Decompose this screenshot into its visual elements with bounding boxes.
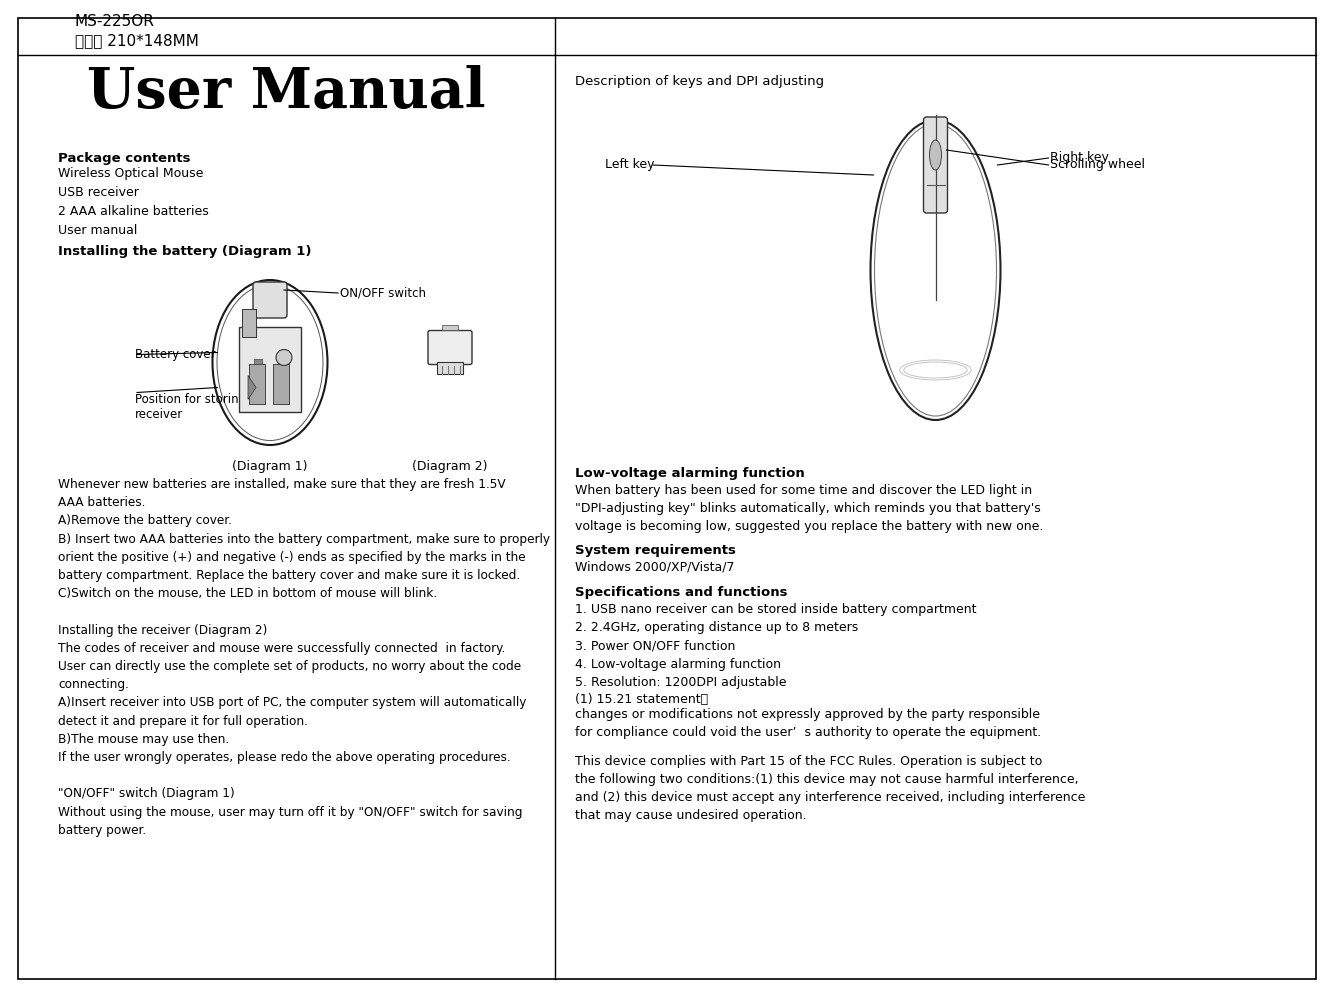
Bar	[249, 365, 265, 405]
Text: User Manual: User Manual	[87, 65, 486, 120]
Ellipse shape	[212, 280, 328, 445]
Text: Specifications and functions: Specifications and functions	[575, 586, 787, 599]
Text: When battery has been used for some time and discover the LED light in
"DPI-adju: When battery has been used for some time…	[575, 484, 1043, 533]
Text: Low-voltage alarming function: Low-voltage alarming function	[575, 467, 804, 480]
Text: Left key: Left key	[606, 159, 655, 171]
Text: Scrolling wheel: Scrolling wheel	[1050, 159, 1146, 171]
Bar	[273, 365, 289, 405]
Text: 1. USB nano receiver can be stored inside battery compartment
2. 2.4GHz, operati: 1. USB nano receiver can be stored insid…	[575, 603, 976, 689]
FancyBboxPatch shape	[428, 330, 472, 365]
Text: 尺寸： 210*148MM: 尺寸： 210*148MM	[75, 33, 199, 48]
Text: Right key: Right key	[1050, 152, 1110, 165]
Text: Description of keys and DPI adjusting: Description of keys and DPI adjusting	[575, 75, 824, 88]
Text: Installing the battery (Diagram 1): Installing the battery (Diagram 1)	[57, 245, 312, 258]
Bar	[253, 360, 261, 365]
FancyBboxPatch shape	[253, 282, 287, 318]
Text: ON/OFF switch: ON/OFF switch	[340, 286, 426, 299]
Text: This device complies with Part 15 of the FCC Rules. Operation is subject to
the : This device complies with Part 15 of the…	[575, 755, 1086, 822]
FancyBboxPatch shape	[923, 117, 947, 213]
Circle shape	[276, 350, 292, 366]
Text: System requirements: System requirements	[575, 544, 736, 557]
Text: Whenever new batteries are installed, make sure that they are fresh 1.5V
AAA bat: Whenever new batteries are installed, ma…	[57, 478, 550, 836]
Text: Windows 2000/XP/Vista/7: Windows 2000/XP/Vista/7	[575, 561, 735, 574]
Ellipse shape	[875, 124, 996, 416]
Bar	[438, 363, 463, 375]
Text: Battery cover: Battery cover	[135, 348, 216, 361]
Ellipse shape	[930, 140, 942, 170]
Text: MS-225OR: MS-225OR	[75, 14, 155, 29]
Text: changes or modifications not expressly approved by the party responsible
for com: changes or modifications not expressly a…	[575, 708, 1042, 739]
Text: Wireless Optical Mouse
USB receiver
2 AAA alkaline batteries
User manual: Wireless Optical Mouse USB receiver 2 AA…	[57, 167, 208, 237]
Polygon shape	[248, 376, 256, 400]
Text: (Diagram 2): (Diagram 2)	[412, 460, 488, 473]
Text: (Diagram 1): (Diagram 1)	[232, 460, 308, 473]
Bar	[241, 309, 256, 338]
Bar	[442, 325, 458, 330]
Ellipse shape	[217, 284, 323, 441]
Ellipse shape	[871, 120, 1000, 420]
Text: Position for storing
receiver: Position for storing receiver	[135, 393, 247, 421]
Text: (1) 15.21 statement；: (1) 15.21 statement；	[575, 693, 708, 706]
Bar	[239, 327, 301, 413]
Text: Package contents: Package contents	[57, 152, 191, 165]
Bar	[277, 360, 285, 365]
